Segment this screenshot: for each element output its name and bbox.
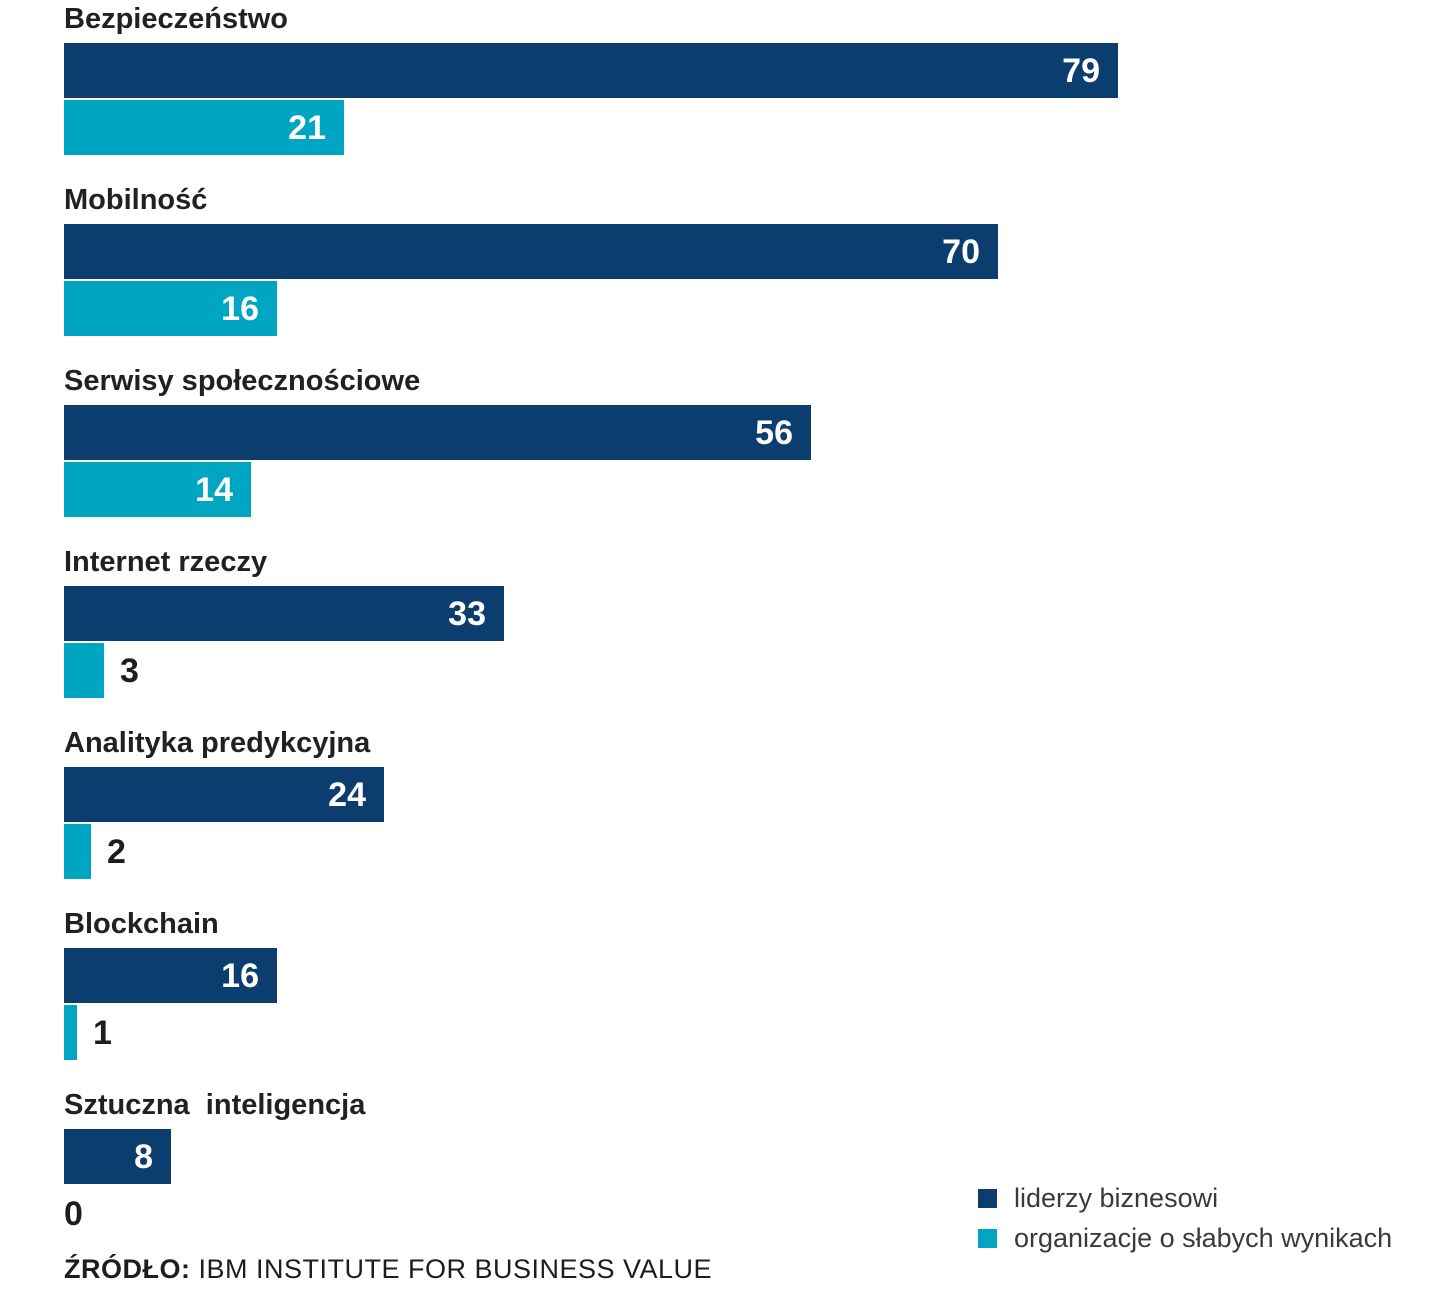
chart-group: Sztuczna inteligencja 8 0 — [64, 1090, 1424, 1241]
bar-laggards: 16 — [64, 281, 277, 336]
bar-leaders: 24 — [64, 767, 384, 822]
bar-chart: Bezpieczeństwo 79 21 Mobilność 70 16 Serwisy s… — [64, 4, 1424, 1271]
bar-laggards — [64, 824, 91, 879]
chart-group: Bezpieczeństwo 79 21 — [64, 4, 1424, 155]
bar-row-leaders: 56 — [64, 405, 1424, 460]
bar-row-laggards: 21 — [64, 100, 1424, 155]
category-label: Blockchain — [64, 908, 219, 940]
bar-leaders: 8 — [64, 1129, 171, 1184]
bar-row-leaders: 70 — [64, 224, 1424, 279]
bar-row-leaders: 33 — [64, 586, 1424, 641]
bar-leaders: 79 — [64, 43, 1118, 98]
bar-leaders: 56 — [64, 405, 811, 460]
bar-row-laggards: 16 — [64, 281, 1424, 336]
chart-group: Analityka predykcyjna 24 2 — [64, 728, 1424, 879]
chart-group: Mobilność 70 16 — [64, 185, 1424, 336]
bar-laggards — [64, 1005, 77, 1060]
source-note-text: IBM INSTITUTE FOR BUSINESS VALUE — [190, 1254, 713, 1284]
legend-label-laggards: organizacje o słabych wynikach — [1014, 1223, 1393, 1253]
legend-label-leaders: liderzy biznesowi — [1014, 1183, 1219, 1213]
bar-laggards: 21 — [64, 100, 344, 155]
category-label: Bezpieczeństwo — [64, 3, 288, 35]
bar-row-leaders: 24 — [64, 767, 1424, 822]
bar-row-laggards: 14 — [64, 462, 1424, 517]
bar-row-laggards: 0 — [64, 1186, 1424, 1241]
bar-row-laggards: 1 — [64, 1005, 1424, 1060]
chart-group: Blockchain 16 1 — [64, 909, 1424, 1060]
bar-laggards: 14 — [64, 462, 251, 517]
bar-row-leaders: 16 — [64, 948, 1424, 1003]
bar-leaders: 16 — [64, 948, 277, 1003]
bar-value-label: 56 — [755, 413, 793, 452]
bar-value-label: 8 — [134, 1137, 153, 1176]
bar-value-label: 14 — [195, 470, 233, 509]
bar-row-leaders: 79 — [64, 43, 1424, 98]
bar-laggards — [64, 643, 104, 698]
bar-value-label: 3 — [120, 651, 139, 690]
bar-value-label: 0 — [64, 1194, 83, 1233]
bar-value-label: 24 — [328, 775, 366, 814]
source-note: ŹRÓDŁO: IBM INSTITUTE FOR BUSINESS VALUE — [64, 1254, 712, 1285]
legend-item-leaders: liderzy biznesowi — [978, 1183, 1392, 1214]
legend-swatch-laggards-icon — [978, 1229, 997, 1248]
bar-leaders: 70 — [64, 224, 998, 279]
bar-value-label: 33 — [448, 594, 486, 633]
category-label: Sztuczna inteligencja — [64, 1089, 366, 1121]
bar-row-laggards: 2 — [64, 824, 1424, 879]
legend-swatch-leaders-icon — [978, 1189, 997, 1208]
legend-item-laggards: organizacje o słabych wynikach — [978, 1223, 1392, 1254]
bar-row-laggards: 3 — [64, 643, 1424, 698]
bar-value-label: 70 — [942, 232, 980, 271]
chart-group: Internet rzeczy 33 3 — [64, 547, 1424, 698]
category-label: Analityka predykcyjna — [64, 727, 371, 759]
bar-leaders: 33 — [64, 586, 504, 641]
source-note-label: ŹRÓDŁO: — [64, 1254, 191, 1284]
bar-value-label: 1 — [93, 1013, 112, 1052]
bar-value-label: 16 — [221, 956, 259, 995]
bar-value-label: 16 — [221, 289, 259, 328]
category-label: Internet rzeczy — [64, 546, 268, 578]
chart-group: Serwisy społecznościowe 56 14 — [64, 366, 1424, 517]
chart-legend: liderzy biznesowi organizacje o słabych … — [978, 1183, 1392, 1263]
bar-value-label: 2 — [107, 832, 126, 871]
bar-row-leaders: 8 — [64, 1129, 1424, 1184]
category-label: Mobilność — [64, 184, 208, 216]
bar-value-label: 79 — [1062, 51, 1100, 90]
category-label: Serwisy społecznościowe — [64, 365, 421, 397]
bar-value-label: 21 — [288, 108, 326, 147]
